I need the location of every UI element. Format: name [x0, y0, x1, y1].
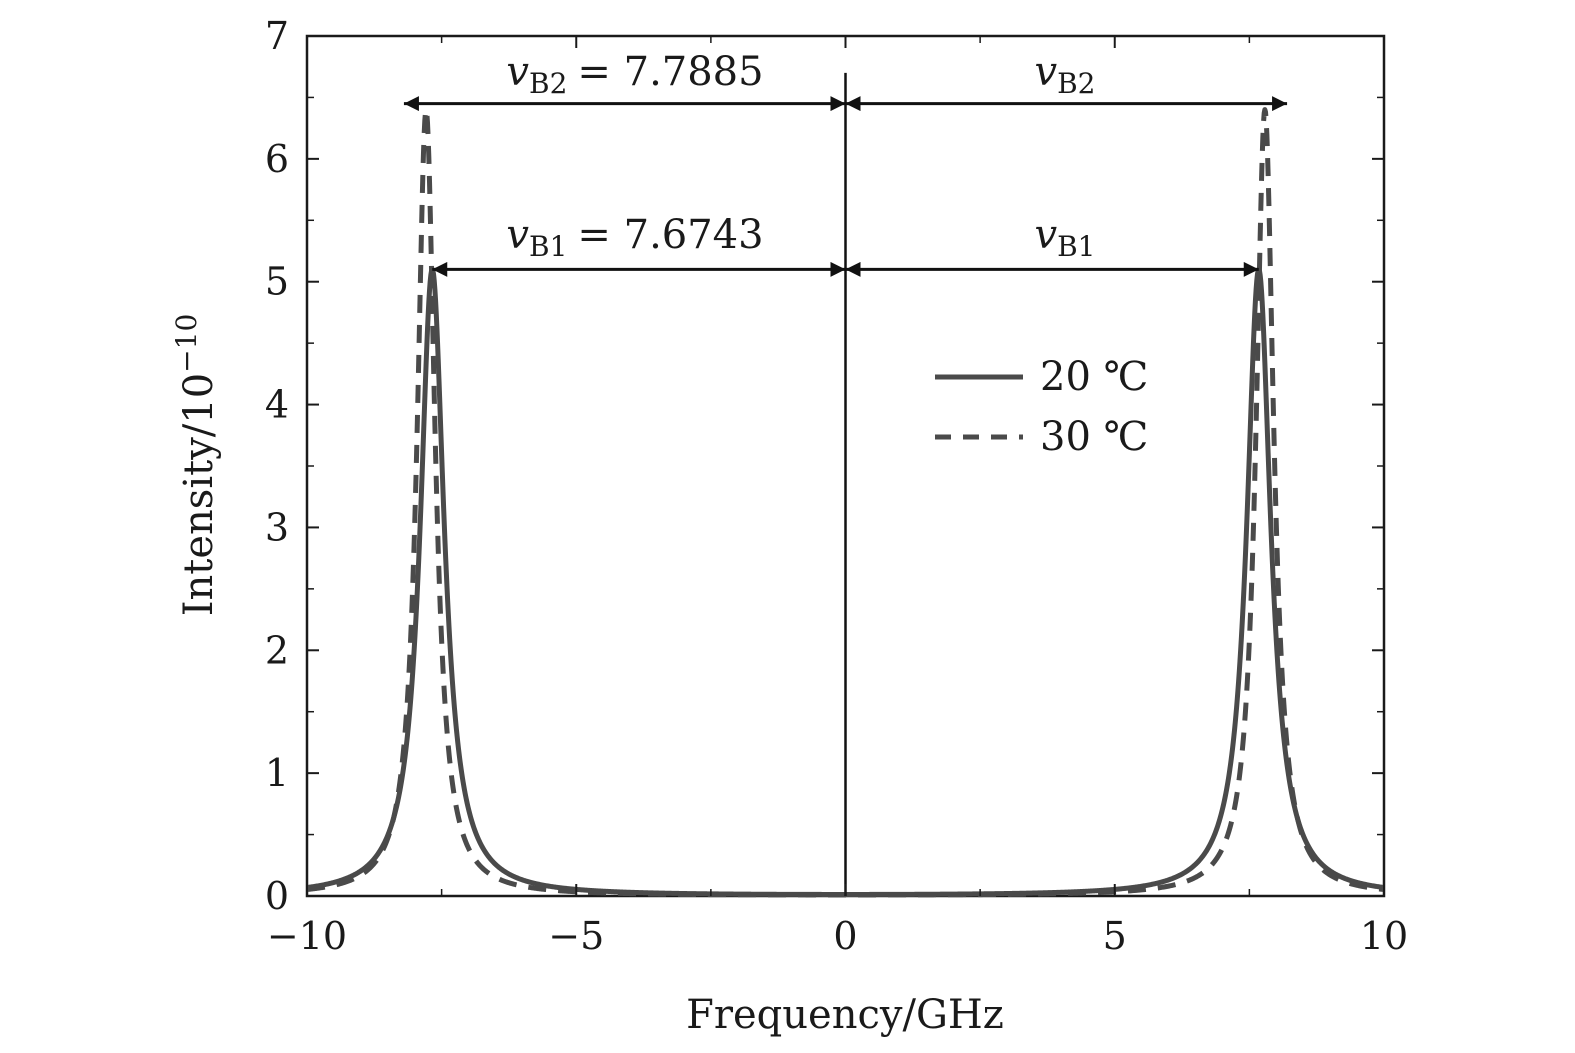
legend-label-20c: 20 ℃	[1040, 354, 1148, 400]
annotation-b1-right-var: v	[1035, 212, 1058, 258]
y-tick-label-4: 4	[265, 383, 289, 427]
annotation-b2-right-var: v	[1035, 49, 1058, 95]
y-tick-label-3: 3	[265, 505, 289, 549]
y-tick-label-2: 2	[265, 628, 289, 672]
legend-label-30c: 30 ℃	[1040, 414, 1148, 460]
x-tick-label-2: 0	[833, 914, 857, 958]
y-tick-label-6: 6	[265, 137, 289, 181]
axis-ticks: −10 −5 0 5 10 0 1 2 3 4 5 6 7	[265, 14, 1408, 958]
x-tick-label-4: 10	[1360, 914, 1408, 958]
annotations: vB2 = 7.7885 vB2 vB1 = 7.6743 vB1	[506, 49, 1095, 263]
annotation-b2-left-sub: B2	[529, 67, 567, 100]
annotation-b1-left-eq: = 7.6743	[577, 212, 763, 258]
x-tick-label-1: −5	[548, 914, 604, 958]
annotation-b1-left-sub: B1	[529, 230, 567, 263]
y-axis-label-base: Intensity/10	[176, 373, 222, 616]
annotation-b2-left-eq: = 7.7885	[577, 49, 763, 95]
y-axis-label: Intensity/10−10	[170, 314, 222, 617]
annotation-b1-left: vB1 = 7.6743	[506, 212, 763, 263]
y-tick-label-7: 7	[265, 14, 289, 58]
x-tick-label-3: 5	[1103, 914, 1127, 958]
annotation-b1-right: vB1	[1035, 212, 1096, 263]
x-tick-label-0: −10	[267, 914, 347, 958]
annotation-b2-left: vB2 = 7.7885	[506, 49, 763, 100]
y-axis-label-exponent: −10	[170, 314, 203, 373]
legend: 20 ℃ 30 ℃	[935, 354, 1148, 460]
annotation-b2-right: vB2	[1035, 49, 1096, 100]
annotation-b2-left-var: v	[506, 49, 529, 95]
annotation-b2-right-sub: B2	[1057, 67, 1095, 100]
plot-area	[305, 34, 1386, 898]
x-axis-label: Frequency/GHz	[686, 992, 1004, 1038]
axis-labels: Frequency/GHz Intensity/10−10	[170, 314, 1004, 1038]
y-tick-label-0: 0	[265, 874, 289, 918]
y-tick-label-5: 5	[265, 260, 289, 304]
annotation-b1-right-sub: B1	[1057, 230, 1095, 263]
annotation-b1-left-var: v	[506, 212, 529, 258]
y-tick-label-1: 1	[265, 751, 289, 795]
